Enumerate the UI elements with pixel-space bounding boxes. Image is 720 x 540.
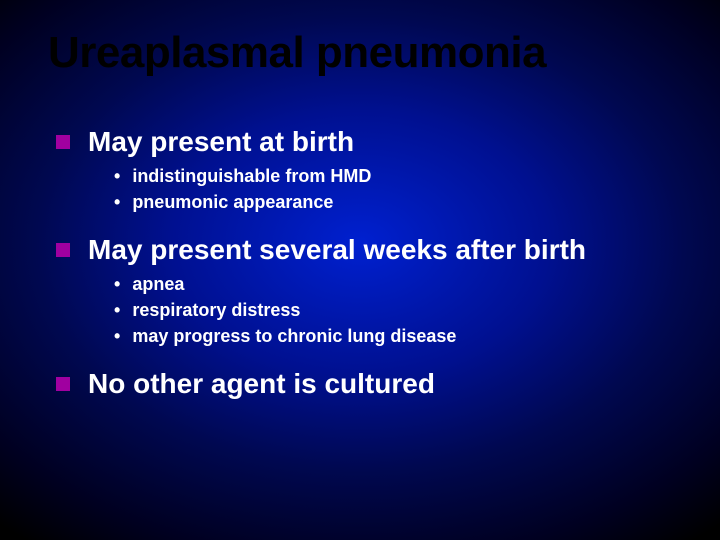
subbullet-text: indistinguishable from HMD	[132, 164, 371, 188]
bullet-text: May present at birth	[88, 126, 354, 158]
dot-bullet-icon: •	[114, 324, 120, 348]
bullet-level1: May present at birth	[56, 126, 672, 158]
bullet-level1: No other agent is cultured	[56, 368, 672, 400]
subbullet-text: apnea	[132, 272, 184, 296]
slide: Ureaplasmal pneumonia May present at bir…	[0, 0, 720, 540]
bullet-level2: • respiratory distress	[114, 298, 672, 322]
dot-bullet-icon: •	[114, 298, 120, 322]
bullet-level1: May present several weeks after birth	[56, 234, 672, 266]
bullet-level2: • pneumonic appearance	[114, 190, 672, 214]
bullet-text: May present several weeks after birth	[88, 234, 586, 266]
subbullet-text: may progress to chronic lung disease	[132, 324, 456, 348]
subbullet-text: respiratory distress	[132, 298, 300, 322]
square-bullet-icon	[56, 243, 70, 257]
slide-title: Ureaplasmal pneumonia	[48, 28, 672, 78]
square-bullet-icon	[56, 377, 70, 391]
bullet-text: No other agent is cultured	[88, 368, 435, 400]
subbullet-text: pneumonic appearance	[132, 190, 333, 214]
dot-bullet-icon: •	[114, 272, 120, 296]
bullet-level2: • indistinguishable from HMD	[114, 164, 672, 188]
bullet-level2: • may progress to chronic lung disease	[114, 324, 672, 348]
bullet-level2: • apnea	[114, 272, 672, 296]
dot-bullet-icon: •	[114, 190, 120, 214]
square-bullet-icon	[56, 135, 70, 149]
dot-bullet-icon: •	[114, 164, 120, 188]
